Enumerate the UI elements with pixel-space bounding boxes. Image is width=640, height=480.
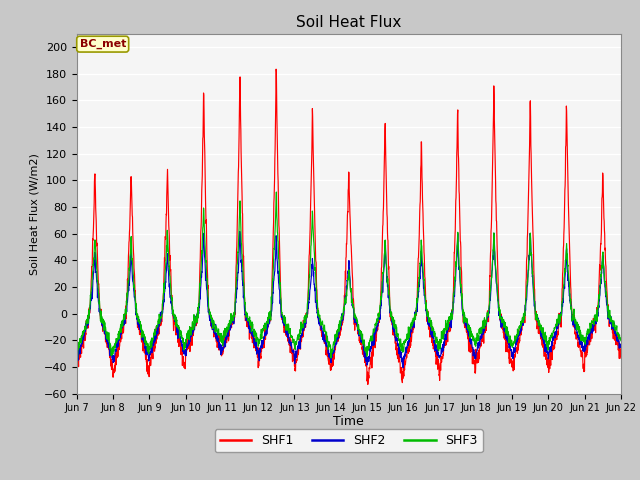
SHF1 — [365, 375, 372, 381]
SHF3 — [617, 338, 625, 344]
Legend: SHF1, SHF2, SHF3: SHF1, SHF2, SHF3 — [214, 429, 483, 452]
SHF1 — [377, 292, 385, 298]
SHF2 — [584, 336, 592, 342]
SHF2 — [617, 341, 625, 347]
SHF1 — [584, 339, 592, 345]
Y-axis label: Soil Heat Flux (W/m2): Soil Heat Flux (W/m2) — [29, 153, 40, 275]
SHF1 — [617, 355, 625, 361]
SHF3 — [570, 313, 577, 319]
Line: SHF1: SHF1 — [77, 69, 621, 384]
SHF2 — [236, 228, 244, 234]
SHF3 — [377, 298, 385, 304]
SHF2 — [365, 354, 372, 360]
SHF3 — [73, 352, 81, 358]
SHF1 — [225, 338, 232, 344]
SHF3 — [365, 346, 372, 351]
Title: Soil Heat Flux: Soil Heat Flux — [296, 15, 401, 30]
SHF2 — [570, 322, 577, 328]
SHF3 — [327, 355, 335, 361]
SHF3 — [508, 339, 515, 345]
SHF1 — [570, 312, 577, 317]
SHF1 — [364, 382, 372, 387]
SHF1 — [272, 66, 280, 72]
SHF2 — [508, 347, 515, 352]
SHF3 — [584, 329, 592, 335]
X-axis label: Time: Time — [333, 415, 364, 428]
Line: SHF2: SHF2 — [77, 231, 621, 368]
Text: BC_met: BC_met — [79, 39, 126, 49]
SHF1 — [73, 357, 81, 363]
SHF3 — [273, 189, 280, 195]
SHF1 — [508, 356, 515, 362]
SHF2 — [225, 330, 232, 336]
SHF3 — [225, 322, 232, 327]
Line: SHF3: SHF3 — [77, 192, 621, 358]
SHF2 — [376, 305, 384, 311]
SHF2 — [73, 355, 81, 360]
SHF2 — [399, 365, 407, 371]
